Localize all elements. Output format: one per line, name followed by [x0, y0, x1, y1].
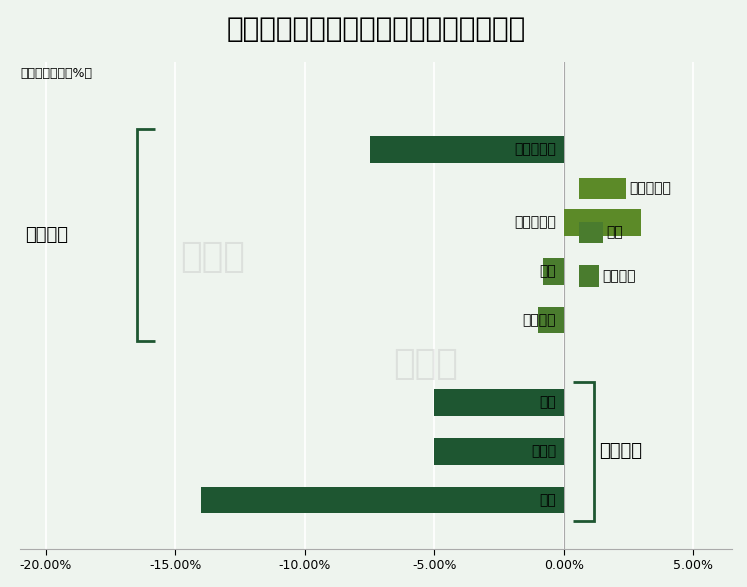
Bar — [564, 209, 642, 236]
Text: 原材料: 原材料 — [531, 444, 556, 458]
Bar — [579, 178, 626, 199]
Text: 采掘: 采掘 — [539, 493, 556, 507]
Title: 陕西省生产、生活资料价格同比降幅情况: 陕西省生产、生活资料价格同比降幅情况 — [226, 15, 526, 43]
Bar — [579, 265, 598, 287]
Text: 耐用消费品: 耐用消费品 — [514, 143, 556, 157]
Text: 食品价格: 食品价格 — [522, 313, 556, 327]
Text: 价格同比上涨（%）: 价格同比上涨（%） — [20, 67, 92, 80]
Text: 生产资料: 生产资料 — [598, 442, 642, 460]
Text: 食品价格: 食品价格 — [603, 269, 636, 283]
Text: 衣着: 衣着 — [539, 264, 556, 278]
Text: 一般日用品: 一般日用品 — [514, 215, 556, 230]
Bar — [579, 222, 603, 243]
Text: 加工: 加工 — [539, 396, 556, 410]
Text: 财联社: 财联社 — [394, 347, 459, 381]
Text: 衣着: 衣着 — [607, 225, 623, 239]
Text: 财联社: 财联社 — [180, 239, 245, 274]
Bar — [202, 487, 564, 513]
Bar — [543, 258, 564, 285]
Bar — [434, 389, 564, 416]
Bar — [370, 136, 564, 163]
Bar — [538, 306, 564, 333]
Text: 一般日用品: 一般日用品 — [630, 181, 672, 195]
Text: 生活资料: 生活资料 — [25, 226, 68, 244]
Bar — [434, 438, 564, 465]
